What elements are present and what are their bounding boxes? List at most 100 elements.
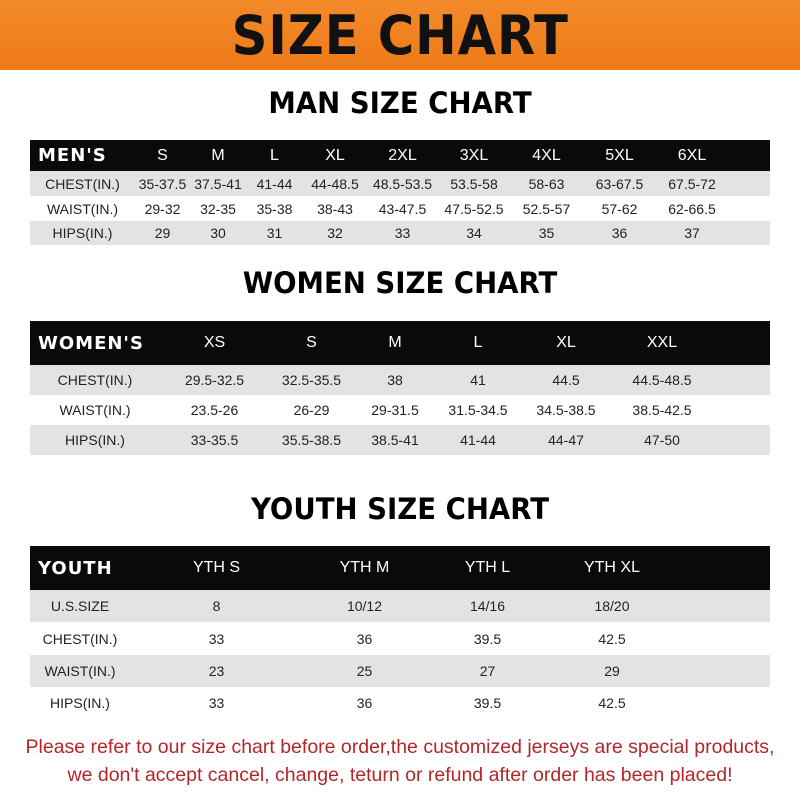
table-cell: 48.5-53.5 [372, 175, 433, 192]
table-cell: 63-67.5 [595, 175, 644, 192]
table-cell: 36 [356, 695, 373, 711]
table-cell: 52.5-57 [522, 200, 571, 217]
table-cell: 67.5-72 [668, 175, 716, 192]
table-row: CHEST(IN.) 35-37.5 37.5-41 41-44 44-48.5 48.5… [30, 171, 770, 196]
table-cell: 44-48.5 [311, 175, 359, 192]
table-cell: 10/12 [346, 598, 383, 614]
table-cell: 42.5 [598, 630, 626, 647]
notice-line-2: we don't accept cancel, change, teturn o… [67, 764, 733, 786]
table-cell: 33 [394, 225, 411, 241]
header-label: YOUTH [38, 557, 113, 579]
table-cell: 29 [154, 225, 171, 241]
size-column-header: XL [556, 334, 576, 351]
header-label: MEN'S [38, 145, 107, 166]
table-cell: 53.5-58 [450, 175, 498, 192]
size-column-header: YTH M [339, 559, 390, 576]
men-section-title: MAN SIZE CHART [268, 86, 532, 120]
table-cell: 14/16 [469, 598, 506, 614]
row-label: WAIST(IN.) [59, 402, 131, 418]
row-label: CHEST(IN.) [45, 175, 120, 192]
table-cell: 32 [327, 225, 343, 241]
table-cell: 29 [604, 663, 620, 679]
size-chart-banner: SIZE CHART [0, 0, 800, 70]
size-column-header: XXL [646, 334, 678, 351]
size-column-header: YTH L [464, 559, 511, 576]
size-column-header: 6XL [677, 146, 707, 164]
table-cell: 27 [479, 663, 496, 679]
row-label: CHEST(IN.) [57, 372, 133, 388]
table-cell: 57-62 [601, 200, 638, 217]
table-cell: 42.5 [598, 695, 626, 711]
table-cell: 35.5-38.5 [281, 432, 342, 448]
row-label: U.S.SIZE [50, 598, 110, 614]
table-cell: 23 [208, 663, 225, 679]
table-row: WAIST(IN.) 23 25 27 29 [30, 655, 770, 687]
table-cell: 18/20 [594, 598, 630, 614]
table-cell: 33 [208, 630, 225, 647]
table-cell: 58-63 [528, 175, 565, 192]
notice-line-1: Please refer to our size chart before or… [25, 736, 775, 758]
banner-title: SIZE CHART [231, 3, 569, 67]
row-label: WAIST(IN.) [46, 200, 119, 217]
table-cell: 41-44 [256, 175, 293, 192]
size-column-header: L [473, 334, 483, 351]
table-row: U.S.SIZE 8 10/12 14/16 18/20 [30, 590, 770, 622]
table-cell: 31.5-34.5 [448, 402, 508, 418]
table-row: WAIST(IN.) 23.5-26 26-29 29-31.5 31.5-34.5 34… [30, 395, 770, 425]
table-cell: 23.5-26 [190, 402, 239, 418]
table-cell: 62-66.5 [668, 200, 716, 217]
table-header-row: MEN'S S M L XL 2XL 3XL 4XL 5XL 6XL [30, 140, 770, 171]
table-cell: 36 [356, 630, 373, 647]
table-row: HIPS(IN.) 33-35.5 35.5-38.5 38.5-41 41-44 44-… [30, 425, 770, 455]
table-cell: 33-35.5 [190, 432, 239, 448]
row-label: HIPS(IN.) [65, 432, 125, 448]
women-section-title: WOMEN SIZE CHART [242, 266, 558, 300]
table-cell: 36 [611, 225, 628, 241]
size-column-header: YTH XL [583, 559, 640, 576]
row-label: HIPS(IN.) [52, 225, 113, 241]
size-column-header: 4XL [532, 146, 561, 164]
table-row: CHEST(IN.) 33 36 39.5 42.5 [30, 622, 770, 655]
youth-size-table: YOUTH YTH S YTH M YTH L YTH XL U.S.SIZE 8 10/12… [30, 546, 770, 719]
table-cell: 29-32 [144, 200, 181, 217]
size-column-header: S [157, 146, 168, 164]
table-cell: 44.5 [552, 372, 580, 388]
table-header-row: YOUTH YTH S YTH M YTH L YTH XL [30, 546, 770, 590]
table-cell: 41-44 [460, 432, 496, 448]
table-cell: 8 [212, 598, 221, 614]
table-cell: 32.5-35.5 [281, 372, 342, 388]
table-cell: 37 [684, 225, 700, 241]
size-column-header: M [388, 334, 402, 351]
table-cell: 38.5-42.5 [632, 402, 692, 418]
table-cell: 44-47 [548, 432, 584, 448]
table-cell: 39.5 [473, 695, 502, 711]
table-cell: 43-47.5 [378, 200, 427, 217]
table-row: HIPS(IN.) 33 36 39.5 42.5 [30, 687, 770, 719]
table-cell: 47.5-52.5 [444, 200, 504, 217]
size-column-header: L [270, 146, 279, 164]
table-cell: 26-29 [293, 402, 330, 418]
men-size-table: MEN'S S M L XL 2XL 3XL 4XL 5XL 6XL CHEST(IN.) 35-37… [30, 140, 770, 245]
table-cell: 25 [356, 663, 373, 679]
table-cell: 38-43 [317, 200, 353, 217]
size-column-header: XL [325, 146, 345, 164]
women-size-table: WOMEN'S XS S M L XL XXL CHEST(IN.) 29.5-32.5 32.5… [30, 321, 770, 455]
table-cell: 32-35 [200, 200, 236, 217]
row-label: WAIST(IN.) [44, 663, 116, 679]
table-cell: 29.5-32.5 [184, 372, 245, 388]
row-label: HIPS(IN.) [50, 695, 110, 711]
size-column-header: XS [203, 334, 226, 351]
table-cell: 30 [210, 225, 226, 241]
table-cell: 38 [387, 372, 403, 388]
table-cell: 35 [538, 225, 555, 241]
table-cell: 44.5-48.5 [632, 372, 692, 388]
table-cell: 47-50 [644, 432, 680, 448]
table-row: HIPS(IN.) 29 30 31 32 33 34 35 36 37 [30, 221, 770, 245]
size-column-header: 2XL [388, 146, 417, 164]
table-cell: 29-31.5 [371, 402, 419, 418]
size-column-header: M [211, 146, 225, 164]
table-cell: 38.5-41 [371, 432, 419, 448]
header-label: WOMEN'S [38, 332, 144, 354]
table-cell: 41 [470, 372, 486, 388]
size-column-header: YTH S [192, 559, 241, 576]
